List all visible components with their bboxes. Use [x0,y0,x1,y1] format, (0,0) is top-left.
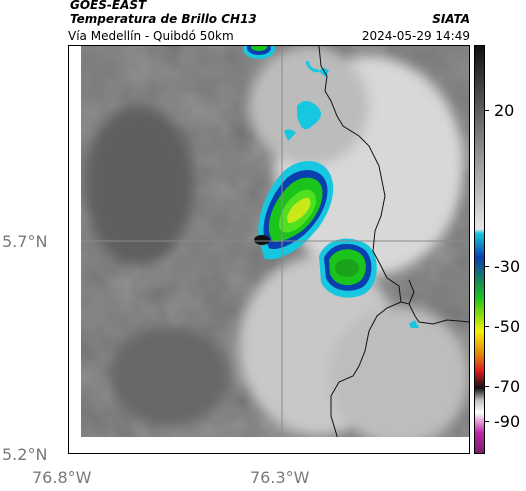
lat-label-5.2: 5.2°N [2,445,48,464]
product-title: Temperatura de Brillo CH13 [70,12,257,26]
colorbar-tick [485,386,489,387]
coastline-branch-line [330,301,402,453]
bright-cloud-3 [329,306,469,446]
satellite-map [68,45,470,454]
lon-label-76.3: 76.3°W [250,468,310,487]
colorbar-label-neg50: -50 [494,317,521,336]
plot-margin-left [69,46,81,453]
satellite-label: GOES-EAST [70,0,147,12]
colorbar-tick [485,326,489,327]
colorbar-tick [485,110,489,111]
convective-cell-top [243,46,275,59]
colorbar-tick [485,421,489,422]
dark-patch-2 [109,326,229,426]
colorbar-label-neg70: -70 [494,377,521,396]
colorbar-label-neg30: -30 [494,257,521,276]
coastline-branch-line-2 [408,279,415,305]
coastline-border-line [318,46,469,325]
lon-label-76.8: 76.8°W [32,468,92,487]
colorbar-gradient [475,46,484,453]
plot-margin-bottom [69,437,469,453]
colorbar-label-20: 20 [494,101,515,120]
convective-cell-right [319,238,377,298]
lat-label-5.7: 5.7°N [2,232,48,251]
datetime-label: 2024-05-29 14:49 [361,29,470,43]
dark-patch-1 [84,106,194,266]
colorbar-label-neg90: -90 [494,412,521,431]
region-label: Vía Medellín - Quibdó 50km [68,29,234,43]
colorbar-tick [485,266,489,267]
map-image [69,46,469,453]
colorbar [474,45,485,454]
source-label: SIATA [432,12,470,26]
